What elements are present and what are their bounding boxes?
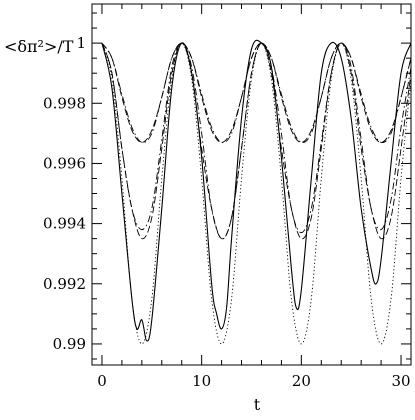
x-axis-label: t — [254, 395, 261, 414]
series-line-4-dashed — [101, 42, 411, 240]
x-tick-label: 30 — [391, 372, 410, 390]
series-line-2-solid — [101, 39, 411, 342]
y-tick-label: 0.994 — [43, 215, 86, 233]
y-axis-label: <δπ²>/T — [4, 37, 74, 56]
y-tick-label: 0.996 — [43, 154, 86, 172]
plot-frame — [91, 3, 412, 366]
ticks-layer: 0 10 20 30 0.99 0.992 0.994 0.996 0.998 1 — [43, 4, 411, 390]
series-line-3-dash-dot — [101, 42, 411, 240]
series-line-1-dotted — [101, 42, 411, 345]
x-tick-label: 10 — [192, 372, 211, 390]
x-tick-label: 20 — [292, 372, 311, 390]
y-tick-label: 1 — [76, 34, 86, 52]
series-line-5-dash-dot — [101, 42, 411, 144]
y-tick-label: 0.998 — [43, 94, 86, 112]
labels-layer: t <δπ²>/T — [4, 37, 261, 414]
series-line-6-dashed — [101, 42, 411, 143]
y-tick-label: 0.992 — [43, 275, 86, 293]
y-tick-label: 0.99 — [53, 335, 86, 353]
x-tick-label: 0 — [97, 372, 107, 390]
series-layer — [101, 39, 411, 345]
